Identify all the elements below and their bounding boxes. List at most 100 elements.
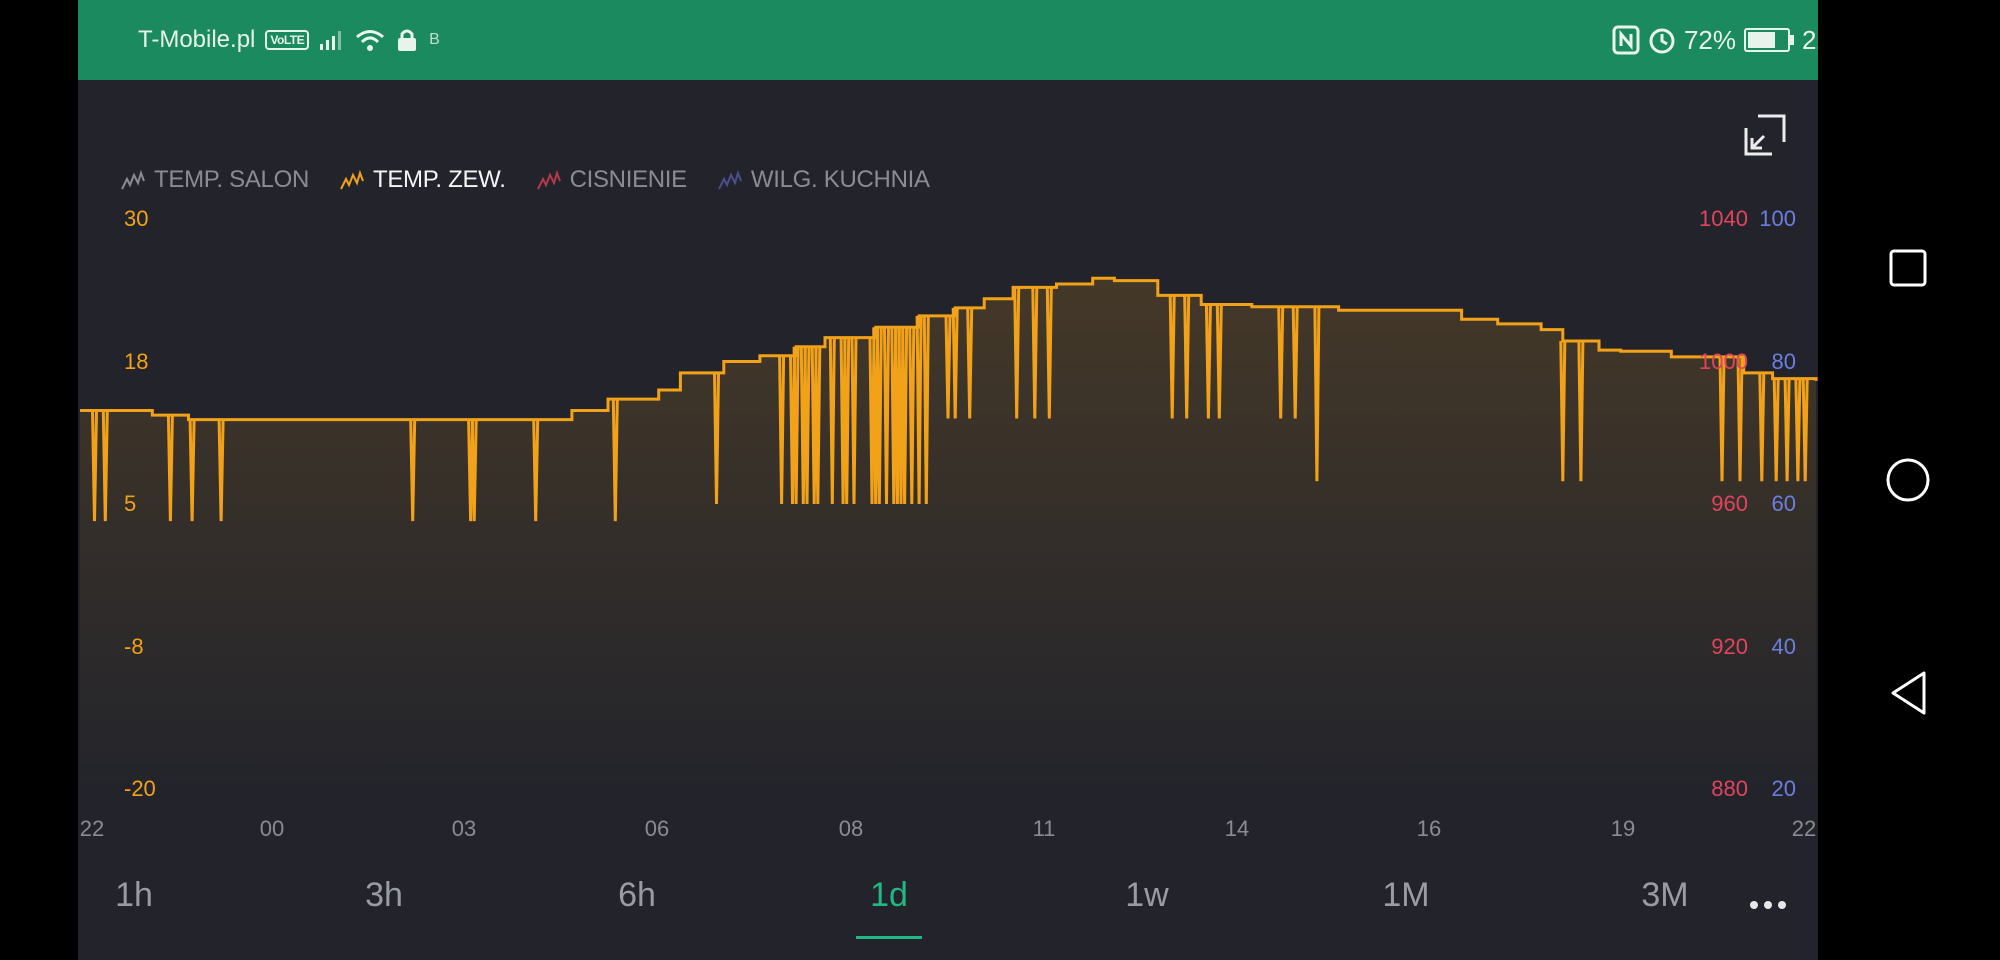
tab-6h[interactable]: 6h: [618, 876, 656, 914]
tab-1w[interactable]: 1w: [1125, 876, 1169, 914]
x-axis-tick: 08: [838, 816, 864, 841]
x-axis-tick: 06: [644, 816, 670, 841]
humidity-axis-tick: 80: [1771, 348, 1796, 374]
temp-dropout-mark: [611, 399, 619, 522]
status-bar: T-Mobile.pl VoLTE B: [78, 0, 1818, 80]
status-letter: B: [429, 31, 440, 48]
x-axis-tick: 22: [1791, 816, 1817, 841]
temp-dropout-mark: [470, 419, 478, 522]
temp-zew-dropouts: [91, 287, 1809, 522]
exit-fullscreen-button[interactable]: [1742, 112, 1788, 158]
temp-dropout-mark: [803, 346, 811, 505]
clock: 22:1: [1802, 24, 1818, 55]
temp-dropout-mark: [875, 327, 883, 505]
tab-1m[interactable]: 1M: [1382, 876, 1430, 914]
left-axis-tick: -8: [124, 633, 144, 659]
left-axis-tick: 18: [124, 348, 149, 374]
pressure-axis-tick: 920: [1711, 633, 1748, 659]
temp-dropout-mark: [1718, 356, 1726, 482]
temp-dropout-mark: [532, 419, 540, 522]
pressure-axis-tick: 960: [1711, 491, 1748, 516]
temp-dropout-mark: [1204, 304, 1212, 419]
temp-dropout-mark: [1183, 295, 1191, 419]
x-axis-tick: 11: [1032, 816, 1056, 841]
legend-item-2[interactable]: TEMP. ZEW.: [339, 166, 506, 194]
temp-dropout-mark: [778, 355, 786, 505]
temp-dropout-mark: [1277, 306, 1285, 419]
chart-legend: TEMP. SALON TEMP. ZEW. CISNIENIE WILG. KUCH…: [120, 166, 930, 194]
temp-dropout-mark: [1559, 340, 1567, 482]
legend-item-4[interactable]: WILG. KUCHNIA: [717, 166, 930, 194]
temp-dropout-mark: [883, 327, 890, 505]
temp-dropout-mark: [166, 415, 174, 522]
temp-dropout-mark: [188, 419, 196, 522]
recents-button[interactable]: [1868, 228, 1948, 308]
nfc-icon: [1612, 25, 1640, 55]
carrier-name: T-Mobile.pl: [138, 26, 256, 53]
temp-dropout-mark: [101, 410, 109, 522]
exit-fullscreen-icon: [1744, 114, 1786, 156]
alarm-icon: [1649, 28, 1675, 54]
x-axis-tick: 19: [1610, 816, 1636, 841]
temp-dropout-mark: [1783, 378, 1791, 482]
tab-3m[interactable]: 3M: [1641, 876, 1689, 914]
x-axis-tick: 03: [451, 816, 477, 841]
pressure-axis-tick: 880: [1711, 776, 1748, 801]
temp-dropout-mark: [922, 315, 930, 505]
temp-dropout-mark: [1215, 304, 1223, 419]
temp-dropout-mark: [908, 327, 916, 505]
wifi-icon: [356, 30, 385, 51]
temp-dropout-mark: [1736, 356, 1744, 482]
series-line-icon: [536, 169, 561, 190]
left-axis-tick: -20: [124, 776, 156, 801]
tab-1d[interactable]: 1d: [870, 876, 908, 914]
battery-percent: 72%: [1683, 24, 1736, 55]
back-button[interactable]: [1868, 653, 1948, 733]
period-tabs: 1h 3h 6h 1d 1w 1M 3M: [78, 876, 1818, 936]
more-options-button[interactable]: [1748, 885, 1788, 925]
temp-dropout-mark: [1168, 295, 1176, 419]
temp-zew-area: [80, 278, 1816, 789]
legend-label: CISNIENIE: [569, 166, 688, 193]
active-tab-indicator: [856, 936, 922, 939]
temp-dropout-mark: [217, 419, 225, 522]
temp-dropout-mark: [1313, 306, 1321, 482]
temp-dropout-mark: [850, 337, 858, 505]
volte-badge: VoLTE: [265, 30, 310, 50]
temp-dropout-mark: [814, 346, 822, 505]
temp-dropout-mark: [1013, 287, 1021, 419]
legend-label: TEMP. ZEW.: [372, 166, 506, 193]
temp-dropout-mark: [1577, 340, 1585, 482]
humidity-axis-tick: 40: [1771, 633, 1796, 659]
x-axis-tick: 14: [1224, 816, 1250, 841]
series-line-icon: [340, 169, 364, 190]
temp-dropout-mark: [1801, 378, 1809, 482]
chart-canvas: [80, 276, 1818, 789]
temp-dropout-mark: [1794, 378, 1802, 482]
temp-zew-line: [80, 276, 1818, 422]
left-axis-tick: 5: [124, 491, 137, 516]
temp-dropout-mark: [901, 327, 909, 505]
temp-dropout-mark: [843, 337, 851, 505]
temp-dropout-mark: [944, 315, 952, 419]
temp-dropout-mark: [966, 307, 974, 419]
tab-1h[interactable]: 1h: [115, 876, 153, 914]
legend-item-1[interactable]: TEMP. SALON: [120, 166, 309, 194]
circle-icon: [1886, 458, 1930, 502]
back-triangle-icon: [1891, 671, 1926, 715]
temp-dropout-mark: [792, 346, 800, 505]
temp-dropout-mark: [1758, 372, 1766, 482]
home-button[interactable]: [1868, 440, 1948, 520]
temp-dropout-mark: [915, 315, 923, 505]
tab-3h[interactable]: 3h: [365, 876, 403, 914]
temp-dropout-mark: [91, 410, 98, 522]
humidity-axis-tick: 60: [1771, 491, 1796, 516]
temp-dropout-mark: [951, 307, 959, 419]
x-axis-tick: 00: [259, 816, 285, 841]
x-axis-tick: 22: [79, 816, 105, 841]
series-line-icon: [717, 169, 742, 190]
signal-icon: [320, 31, 342, 50]
temp-dropout-mark: [409, 419, 417, 522]
legend-item-3[interactable]: CISNIENIE: [536, 166, 687, 194]
legend-label: TEMP. SALON: [154, 166, 309, 193]
